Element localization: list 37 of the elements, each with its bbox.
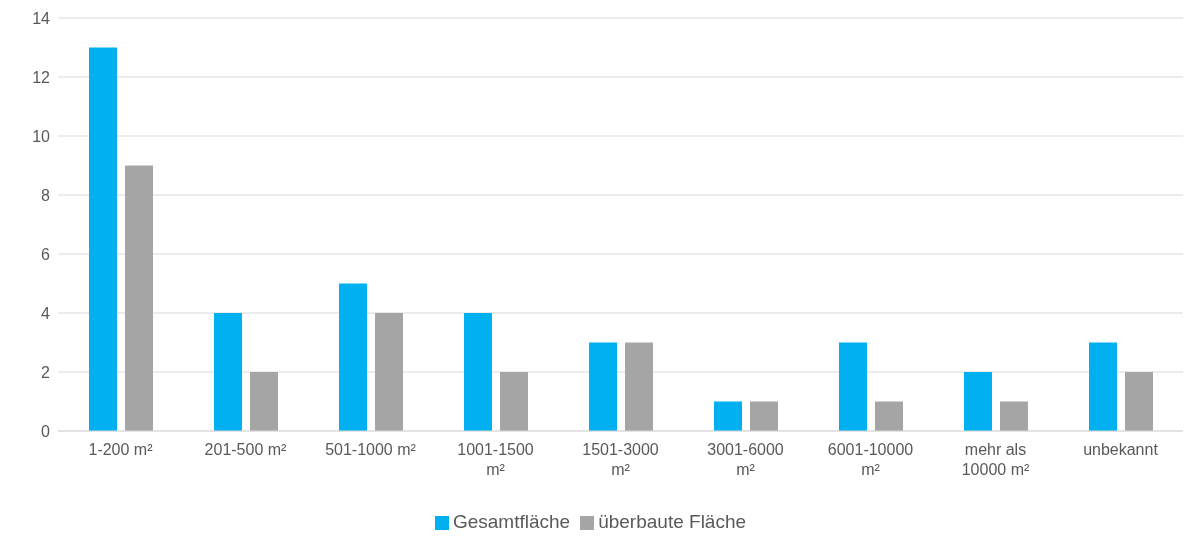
bar (125, 165, 153, 431)
bar (1089, 342, 1117, 431)
bar (875, 401, 903, 431)
bar (214, 313, 242, 431)
y-tick-label: 6 (41, 245, 51, 263)
y-tick-label: 4 (41, 304, 51, 322)
y-tick-label: 14 (32, 9, 51, 27)
bar (1000, 401, 1028, 431)
x-tick-label: 6001-10000 m² (827, 441, 914, 478)
x-tick-label: unbekannt (1083, 441, 1159, 458)
bar (250, 372, 278, 431)
bar (375, 313, 403, 431)
bar (500, 372, 528, 431)
bar (625, 342, 653, 431)
bar (464, 313, 492, 431)
x-tick-label: 1-200 m² (88, 441, 154, 458)
bar (339, 283, 367, 431)
x-tick-label: 1501-3000 m² (582, 441, 659, 478)
legend-label: Gesamtfläche (452, 511, 571, 532)
bar (89, 47, 117, 431)
bar (1125, 372, 1153, 431)
x-tick-label: 3001-6000 m² (707, 441, 784, 478)
x-tick-label: mehr als 10000 m² (961, 441, 1030, 478)
y-tick-label: 0 (41, 422, 51, 440)
bar (589, 342, 617, 431)
bar (839, 342, 867, 431)
x-tick-label: 201-500 m² (204, 441, 288, 458)
bar (714, 401, 742, 431)
x-tick-label: 501-1000 m² (325, 441, 417, 458)
x-tick-label: 1001-1500 m² (457, 441, 534, 478)
y-tick-label: 10 (32, 127, 51, 145)
bar (964, 372, 992, 431)
legend-label: überbaute Fläche (598, 511, 747, 532)
y-tick-label: 2 (41, 363, 51, 381)
y-tick-label: 12 (32, 68, 51, 86)
bar (750, 401, 778, 431)
y-tick-label: 8 (41, 186, 51, 204)
